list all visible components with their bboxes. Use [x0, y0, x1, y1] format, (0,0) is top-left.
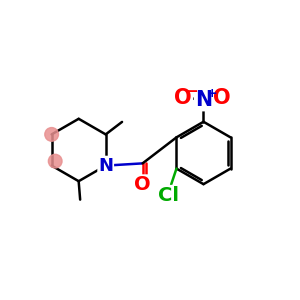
Text: −: −: [185, 84, 198, 99]
Text: O: O: [212, 88, 230, 108]
Circle shape: [45, 128, 58, 141]
Circle shape: [48, 154, 62, 168]
Text: +: +: [206, 87, 217, 100]
Text: O: O: [134, 175, 151, 194]
Text: Cl: Cl: [158, 186, 179, 205]
Text: O: O: [175, 88, 192, 108]
Text: N: N: [98, 157, 113, 175]
Text: N: N: [195, 90, 212, 110]
